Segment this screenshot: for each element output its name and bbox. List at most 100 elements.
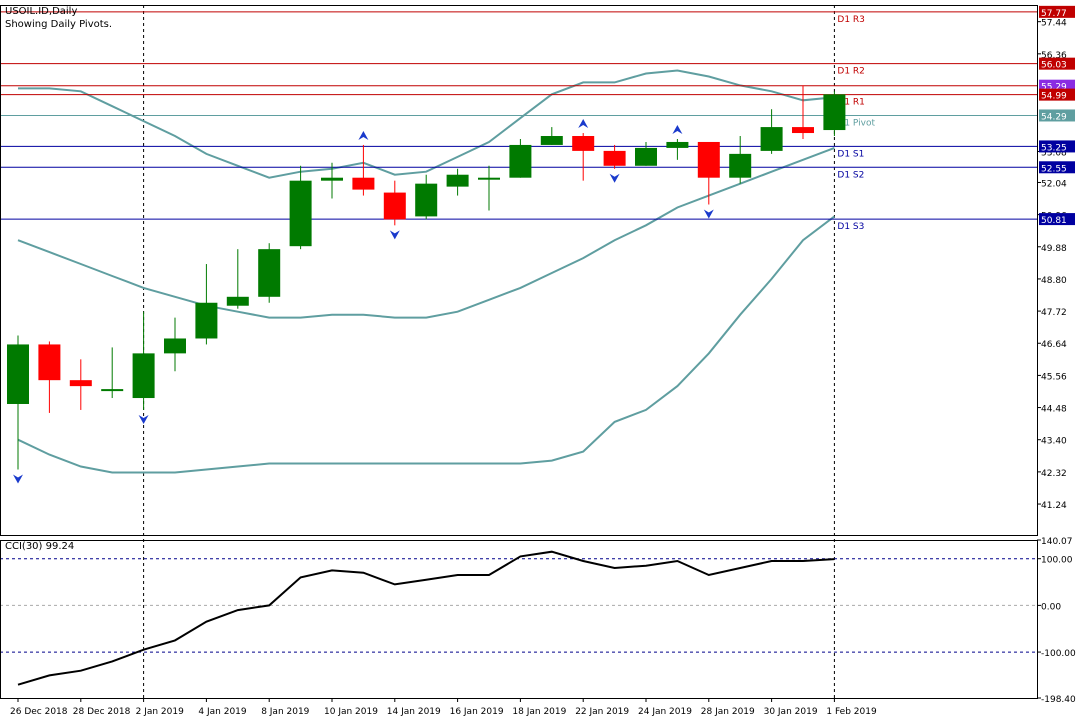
fractal-down-icon-4 <box>138 414 149 424</box>
x-tick-label-10: 24 Jan 2019 <box>638 707 692 717</box>
pivot-tag-4 <box>1039 109 1075 122</box>
candle-body-6 <box>195 302 218 339</box>
pivot-label-3: D1 R1 <box>837 98 865 108</box>
candle-body-12 <box>383 192 406 220</box>
candle-body-24 <box>760 127 783 151</box>
fractal-up-icon-21 <box>672 124 683 134</box>
bollinger-middle <box>17 146 835 319</box>
pivot-label-0: D1 R3 <box>837 15 865 25</box>
candle-body-11 <box>352 177 375 190</box>
x-tick-label-12: 30 Jan 2019 <box>764 707 818 717</box>
x-tick-label-2: 2 Jan 2019 <box>136 707 184 717</box>
candle-body-25 <box>792 127 814 134</box>
y-tick-label-13: 41.24 <box>1041 501 1067 511</box>
candle-body-20 <box>635 147 657 166</box>
candle-body-14 <box>446 174 469 187</box>
pivot-label-6: D1 S2 <box>837 170 864 180</box>
pivot-label-4: D1 Pivot <box>837 118 875 128</box>
fractal-down-icon-22 <box>703 209 714 219</box>
pivot-tag-label-5: 53.25 <box>1041 143 1067 153</box>
indicator-note: Showing Daily Pivots. <box>5 19 112 30</box>
candle-body-23 <box>729 153 752 178</box>
x-tick-label-1: 28 Dec 2018 <box>73 707 131 717</box>
cci-tick-label-2: 0.00 <box>1041 602 1061 612</box>
x-tick-label-6: 14 Jan 2019 <box>387 707 441 717</box>
pivot-tag-label-1: 56.03 <box>1041 61 1067 71</box>
candle-body-13 <box>415 183 438 217</box>
candle-body-22 <box>697 141 720 178</box>
fractal-up-icon-11 <box>358 130 369 140</box>
candle-body-18 <box>572 136 595 151</box>
cci-tick-label-1: 100.00 <box>1041 556 1073 566</box>
candle-body-9 <box>289 180 312 247</box>
pivot-tag-6 <box>1039 161 1075 174</box>
y-tick-label-5: 49.88 <box>1041 244 1067 254</box>
pivot-tag-1 <box>1039 57 1075 70</box>
pivot-tag-label-6: 52.55 <box>1041 164 1067 174</box>
pivot-label-1: D1 R2 <box>837 67 865 77</box>
pivot-tag-7 <box>1039 213 1075 226</box>
candle-body-3 <box>101 389 124 392</box>
cci-title: CCI(30) 99.24 <box>5 541 74 552</box>
fractal-down-icon-0 <box>13 474 23 484</box>
x-tick-label-5: 10 Jan 2019 <box>324 707 378 717</box>
y-tick-label-11: 43.40 <box>1041 437 1067 447</box>
y-tick-label-6: 48.80 <box>1041 276 1067 286</box>
cci-tick-label-4: -198.40 <box>1041 695 1076 705</box>
x-tick-label-9: 22 Jan 2019 <box>575 707 629 717</box>
pivot-label-5: D1 S1 <box>837 149 864 159</box>
candle-body-4 <box>132 353 155 399</box>
x-tick-label-0: 26 Dec 2018 <box>10 707 68 717</box>
candle-body-10 <box>321 177 343 181</box>
x-tick-label-11: 28 Jan 2019 <box>701 707 755 717</box>
candle-body-7 <box>226 296 249 306</box>
pivot-tag-label-3: 54.99 <box>1041 92 1067 102</box>
pivot-label-7: D1 S3 <box>837 222 864 232</box>
candle-body-1 <box>38 344 61 381</box>
y-tick-label-1: 56.36 <box>1041 51 1067 61</box>
y-tick-label-2: 53.08 <box>1041 148 1067 158</box>
candle-body-0 <box>7 344 29 404</box>
y-tick-label-9: 45.56 <box>1041 372 1067 382</box>
main-panel: D1 R3 D1 R2 D1 R1 D1 Pivot D1 S1 D1 S2 D1 S3 <box>0 5 1037 698</box>
bollinger-lower <box>17 215 836 474</box>
y-tick-label-3: 52.04 <box>1041 179 1067 189</box>
main-frame <box>0 5 1038 536</box>
pivot-tag-3 <box>1039 88 1075 101</box>
cci-frame <box>0 540 1038 699</box>
candle-body-8 <box>258 249 281 297</box>
fractal-up-icon-18 <box>578 119 589 129</box>
pivot-tag-5 <box>1039 140 1075 153</box>
x-tick-label-13: 1 Feb 2019 <box>826 707 877 717</box>
y-tick-label-10: 44.48 <box>1041 405 1067 415</box>
fractal-down-icon-19 <box>609 173 620 183</box>
y-tick-label-7: 47.72 <box>1041 308 1067 318</box>
x-tick-label-7: 16 Jan 2019 <box>450 707 504 717</box>
candle-body-19 <box>603 150 626 166</box>
axes-layer: 57.4456.3653.0852.0450.9649.8848.8047.72… <box>0 5 1076 717</box>
cci-panel <box>0 550 1037 686</box>
cci-line <box>17 550 835 686</box>
candle-body-15 <box>478 177 500 180</box>
fractal-down-icon-12 <box>389 230 400 240</box>
symbol-title: USOIL.ID,Daily <box>5 6 77 17</box>
cci-tick-label-3: -100.00 <box>1041 649 1076 659</box>
x-tick-label-8: 18 Jan 2019 <box>512 707 566 717</box>
candle-body-21 <box>666 141 689 148</box>
pivot-tag-0 <box>1039 5 1075 18</box>
pivot-tag-label-2: 55.29 <box>1041 83 1067 93</box>
candle-body-26 <box>823 94 846 131</box>
pivot-tag-label-4: 54.29 <box>1041 112 1067 122</box>
y-tick-label-12: 42.32 <box>1041 469 1067 479</box>
pivot-tag-label-7: 50.81 <box>1041 216 1067 226</box>
y-tick-label-0: 57.44 <box>1041 19 1067 29</box>
bollinger-upper <box>18 69 835 179</box>
candle-body-16 <box>509 144 532 178</box>
candle-body-5 <box>164 338 186 354</box>
candle-body-17 <box>540 136 563 145</box>
x-tick-label-4: 8 Jan 2019 <box>261 707 309 717</box>
cci-tick-label-0: 140.07 <box>1041 537 1073 547</box>
y-tick-label-8: 46.64 <box>1041 340 1067 350</box>
